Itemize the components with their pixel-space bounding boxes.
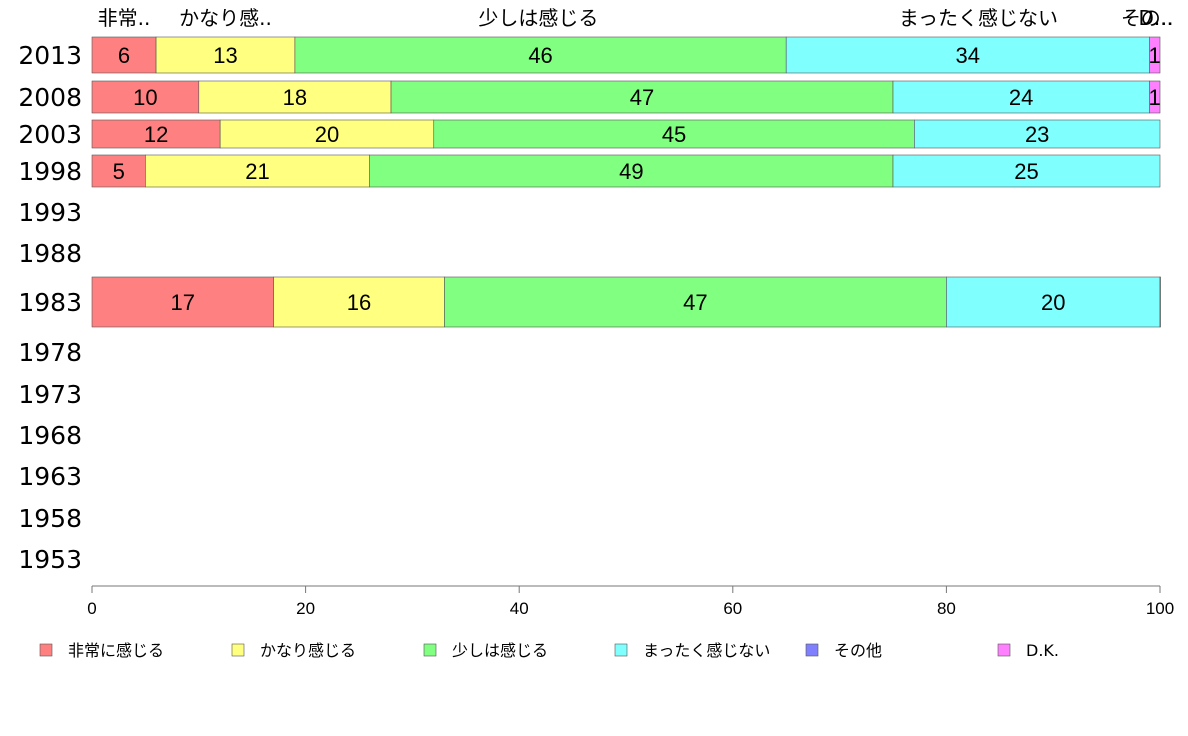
x-tick-label: 40	[510, 599, 529, 618]
year-label: 2003	[18, 120, 82, 149]
top-series-labels: 非常.. かなり感.. 少しは感じる まったく感じない その..D...	[98, 6, 1174, 30]
bar-segment	[145, 154, 370, 188]
data-label: 49	[619, 159, 643, 184]
data-label: 6	[118, 43, 130, 68]
legend-swatch	[614, 643, 628, 657]
bar-segment	[892, 80, 1150, 114]
series-top-label: 少しは感じる	[478, 6, 598, 30]
legend-swatch	[423, 643, 437, 657]
legend-swatch	[997, 643, 1011, 657]
year-label: 1958	[18, 504, 82, 533]
bar-segment	[914, 119, 1161, 149]
year-label: 1968	[18, 421, 82, 450]
x-axis: 0 20 40 60 80 100	[87, 585, 1174, 618]
bar-segment	[444, 276, 947, 328]
data-label: 13	[213, 43, 237, 68]
data-label: 10	[133, 85, 157, 110]
bar-segment	[91, 154, 146, 188]
legend-swatch	[39, 643, 53, 657]
legend-label: 非常に感じる	[68, 641, 164, 660]
data-label: 17	[171, 290, 195, 315]
bar-segment	[155, 36, 296, 74]
bar-segment	[294, 36, 787, 74]
bar-segment	[219, 119, 435, 149]
legend-label: その他	[834, 641, 882, 660]
data-label: 34	[956, 43, 980, 68]
data-label: 1	[1149, 85, 1161, 110]
bar-segment	[433, 119, 915, 149]
year-label: 1993	[18, 198, 82, 227]
data-label: 12	[144, 122, 168, 147]
bar-segment	[1149, 36, 1161, 74]
data-label: 47	[630, 85, 654, 110]
data-label: 24	[1009, 85, 1033, 110]
legend-label: D.K.	[1026, 641, 1059, 660]
data-label: 20	[1041, 290, 1065, 315]
year-label: 2008	[18, 83, 82, 112]
year-label: 1963	[18, 462, 82, 491]
legend: 非常に感じる かなり感じる 少しは感じる まったく感じない その他 D.K.	[39, 641, 1059, 660]
legend-label: 少しは感じる	[452, 641, 548, 660]
legend-label: まったく感じない	[643, 641, 770, 660]
year-label: 1978	[18, 338, 82, 367]
bar-segment	[369, 154, 894, 188]
year-label: 1953	[18, 545, 82, 574]
series-top-label: その..	[1121, 6, 1174, 30]
legend-swatch	[231, 643, 245, 657]
data-label: 16	[347, 290, 371, 315]
bars: 6 13 46 34 1 10 18 47 24 1 12 20 45 23 5 21 49 25 17 16 47 20	[91, 36, 1161, 328]
x-tick-label: 80	[937, 599, 956, 618]
bar-segment	[91, 276, 274, 328]
series-top-label: D...	[1138, 6, 1172, 30]
bar-segment	[91, 80, 200, 114]
bar-segment	[892, 154, 1161, 188]
data-label: 47	[683, 290, 707, 315]
data-label: 18	[283, 85, 307, 110]
series-top-label: かなり感..	[179, 6, 272, 30]
data-label: 5	[113, 159, 125, 184]
x-tick-label: 0	[87, 599, 96, 618]
bar-segment	[91, 119, 221, 149]
year-label: 2013	[18, 41, 82, 70]
bar-segment	[91, 36, 157, 74]
data-label: 46	[528, 43, 552, 68]
year-label: 1973	[18, 380, 82, 409]
legend-label: かなり感じる	[260, 641, 356, 660]
bar-segment	[390, 80, 894, 114]
data-label: 23	[1025, 122, 1049, 147]
data-label: 20	[315, 122, 339, 147]
x-tick-label: 20	[296, 599, 315, 618]
bar-segment	[946, 276, 1161, 328]
data-label: 45	[662, 122, 686, 147]
x-tick-label: 60	[723, 599, 742, 618]
series-top-label: 非常..	[98, 6, 151, 30]
year-label: 1983	[18, 288, 82, 317]
year-label: 1988	[18, 239, 82, 268]
year-label: 1998	[18, 157, 82, 186]
series-top-label: まったく感じない	[899, 6, 1058, 30]
bar-segment	[198, 80, 392, 114]
bar-segment	[1159, 276, 1161, 328]
legend-swatch	[805, 643, 819, 657]
data-label: 21	[245, 159, 269, 184]
data-label: 1	[1149, 43, 1161, 68]
data-label: 25	[1014, 159, 1038, 184]
bar-segment	[1149, 80, 1161, 114]
x-tick-label: 100	[1146, 599, 1174, 618]
bar-segment	[785, 36, 1150, 74]
year-axis-labels: 2013 2008 2003 1998 1993 1988 1983 1978 1973 1968…	[18, 41, 82, 574]
